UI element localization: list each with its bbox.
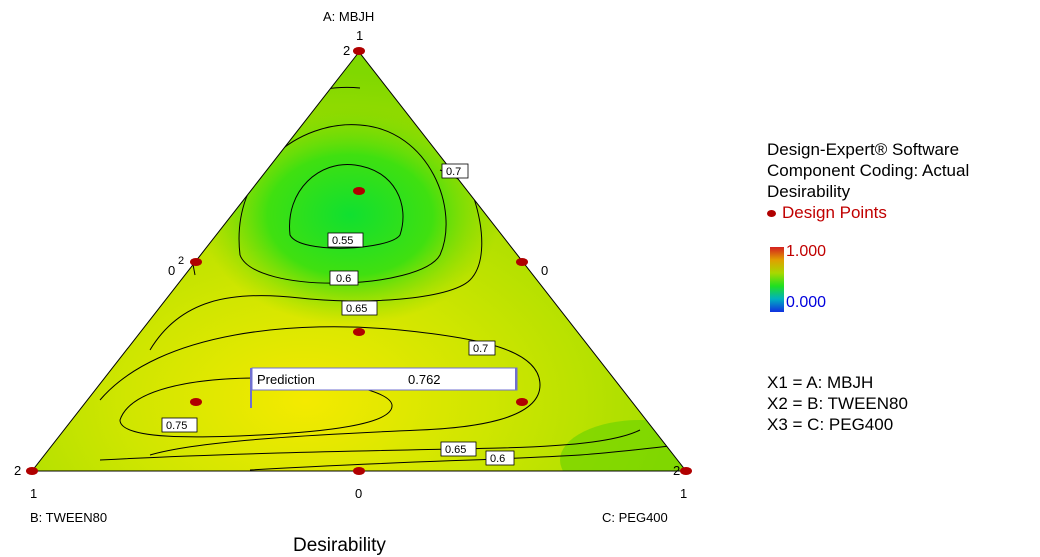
design-point (516, 398, 528, 406)
legend-design-points: Design Points (767, 202, 969, 223)
legend: Design-Expert® Software Component Coding… (767, 139, 969, 223)
design-point-marker-icon (767, 210, 776, 218)
contour-label-065: 0.65 (341, 300, 378, 316)
contour-label-055: 0.55 (327, 232, 364, 248)
design-point (190, 258, 202, 266)
left-mid-count: 2 (178, 255, 184, 267)
design-point (516, 258, 528, 266)
vertex-b-value: 1 (30, 486, 37, 501)
contour-label-075: 0.75 (161, 417, 198, 433)
contour-label-070-top: 0.7 (441, 163, 469, 179)
contour-075 (119, 377, 393, 438)
right-mid-value: 0 (541, 263, 548, 278)
contour-label-text: 0.6 (490, 453, 505, 465)
design-point (353, 467, 365, 475)
design-point (680, 467, 692, 475)
component-mapping: X1 = A: MBJH X2 = B: TWEEN80 X3 = C: PEG… (767, 372, 908, 435)
contour-labels: 0.55 0.6 0.65 0.7 0.7 0.75 0.65 0.6 (161, 163, 515, 466)
contour-label-060-bottom: 0.6 (485, 450, 515, 466)
contour-label-text: 0.65 (445, 444, 466, 456)
design-point (190, 398, 202, 406)
color-scale-bar (770, 247, 784, 312)
vertex-c-count: 2 (673, 463, 680, 478)
legend-response: Desirability (767, 182, 851, 201)
axis-labels: A: MBJH 1 2 2 0 0 2 1 B: TWEEN80 0 2 1 C… (14, 9, 687, 556)
contour-label-text: 0.65 (346, 303, 367, 315)
contour-label-text: 0.7 (473, 343, 488, 355)
design-point (26, 467, 38, 475)
vertex-b-name: B: TWEEN80 (30, 510, 107, 525)
prediction-label: Prediction (257, 372, 315, 387)
design-point (353, 187, 365, 195)
x2-mapping: X2 = B: TWEEN80 (767, 394, 908, 413)
contour-label-060: 0.6 (329, 270, 359, 286)
prediction-flag: Prediction 0.762 (250, 367, 518, 408)
vertex-a-name: A: MBJH (323, 9, 374, 24)
design-point (353, 47, 365, 55)
design-points (26, 47, 692, 475)
legend-software: Design-Expert® Software (767, 140, 960, 159)
vertex-c-value: 1 (680, 486, 687, 501)
vertex-a-value: 1 (356, 28, 363, 43)
contour-label-070-mid: 0.7 (468, 340, 496, 356)
contour-060-bottom (249, 444, 681, 471)
x1-mapping: X1 = A: MBJH (767, 373, 874, 392)
contour-055 (289, 163, 404, 249)
contour-label-text: 0.7 (446, 166, 461, 178)
bottom-mid-value: 0 (355, 486, 362, 501)
contour-label-text: 0.55 (332, 235, 353, 247)
x3-mapping: X3 = C: PEG400 (767, 415, 894, 434)
vertex-b-count: 2 (14, 463, 21, 478)
color-scale-min: 0.000 (786, 294, 827, 311)
contour-label-065-bottom: 0.65 (440, 441, 477, 457)
legend-coding: Component Coding: Actual (767, 161, 970, 180)
design-point (353, 328, 365, 336)
contour-fill (32, 52, 686, 471)
legend-design-points-label: Design Points (782, 203, 887, 222)
prediction-value: 0.762 (408, 372, 441, 387)
left-mid-value: 0 (168, 263, 175, 278)
vertex-c-name: C: PEG400 (602, 510, 668, 525)
contour-label-text: 0.6 (336, 273, 351, 285)
chart-title: Desirability (293, 535, 386, 556)
vertex-a-count: 2 (343, 43, 350, 58)
contour-070 (99, 326, 541, 456)
contour-label-text: 0.75 (166, 420, 187, 432)
color-scale-max: 1.000 (786, 243, 827, 260)
